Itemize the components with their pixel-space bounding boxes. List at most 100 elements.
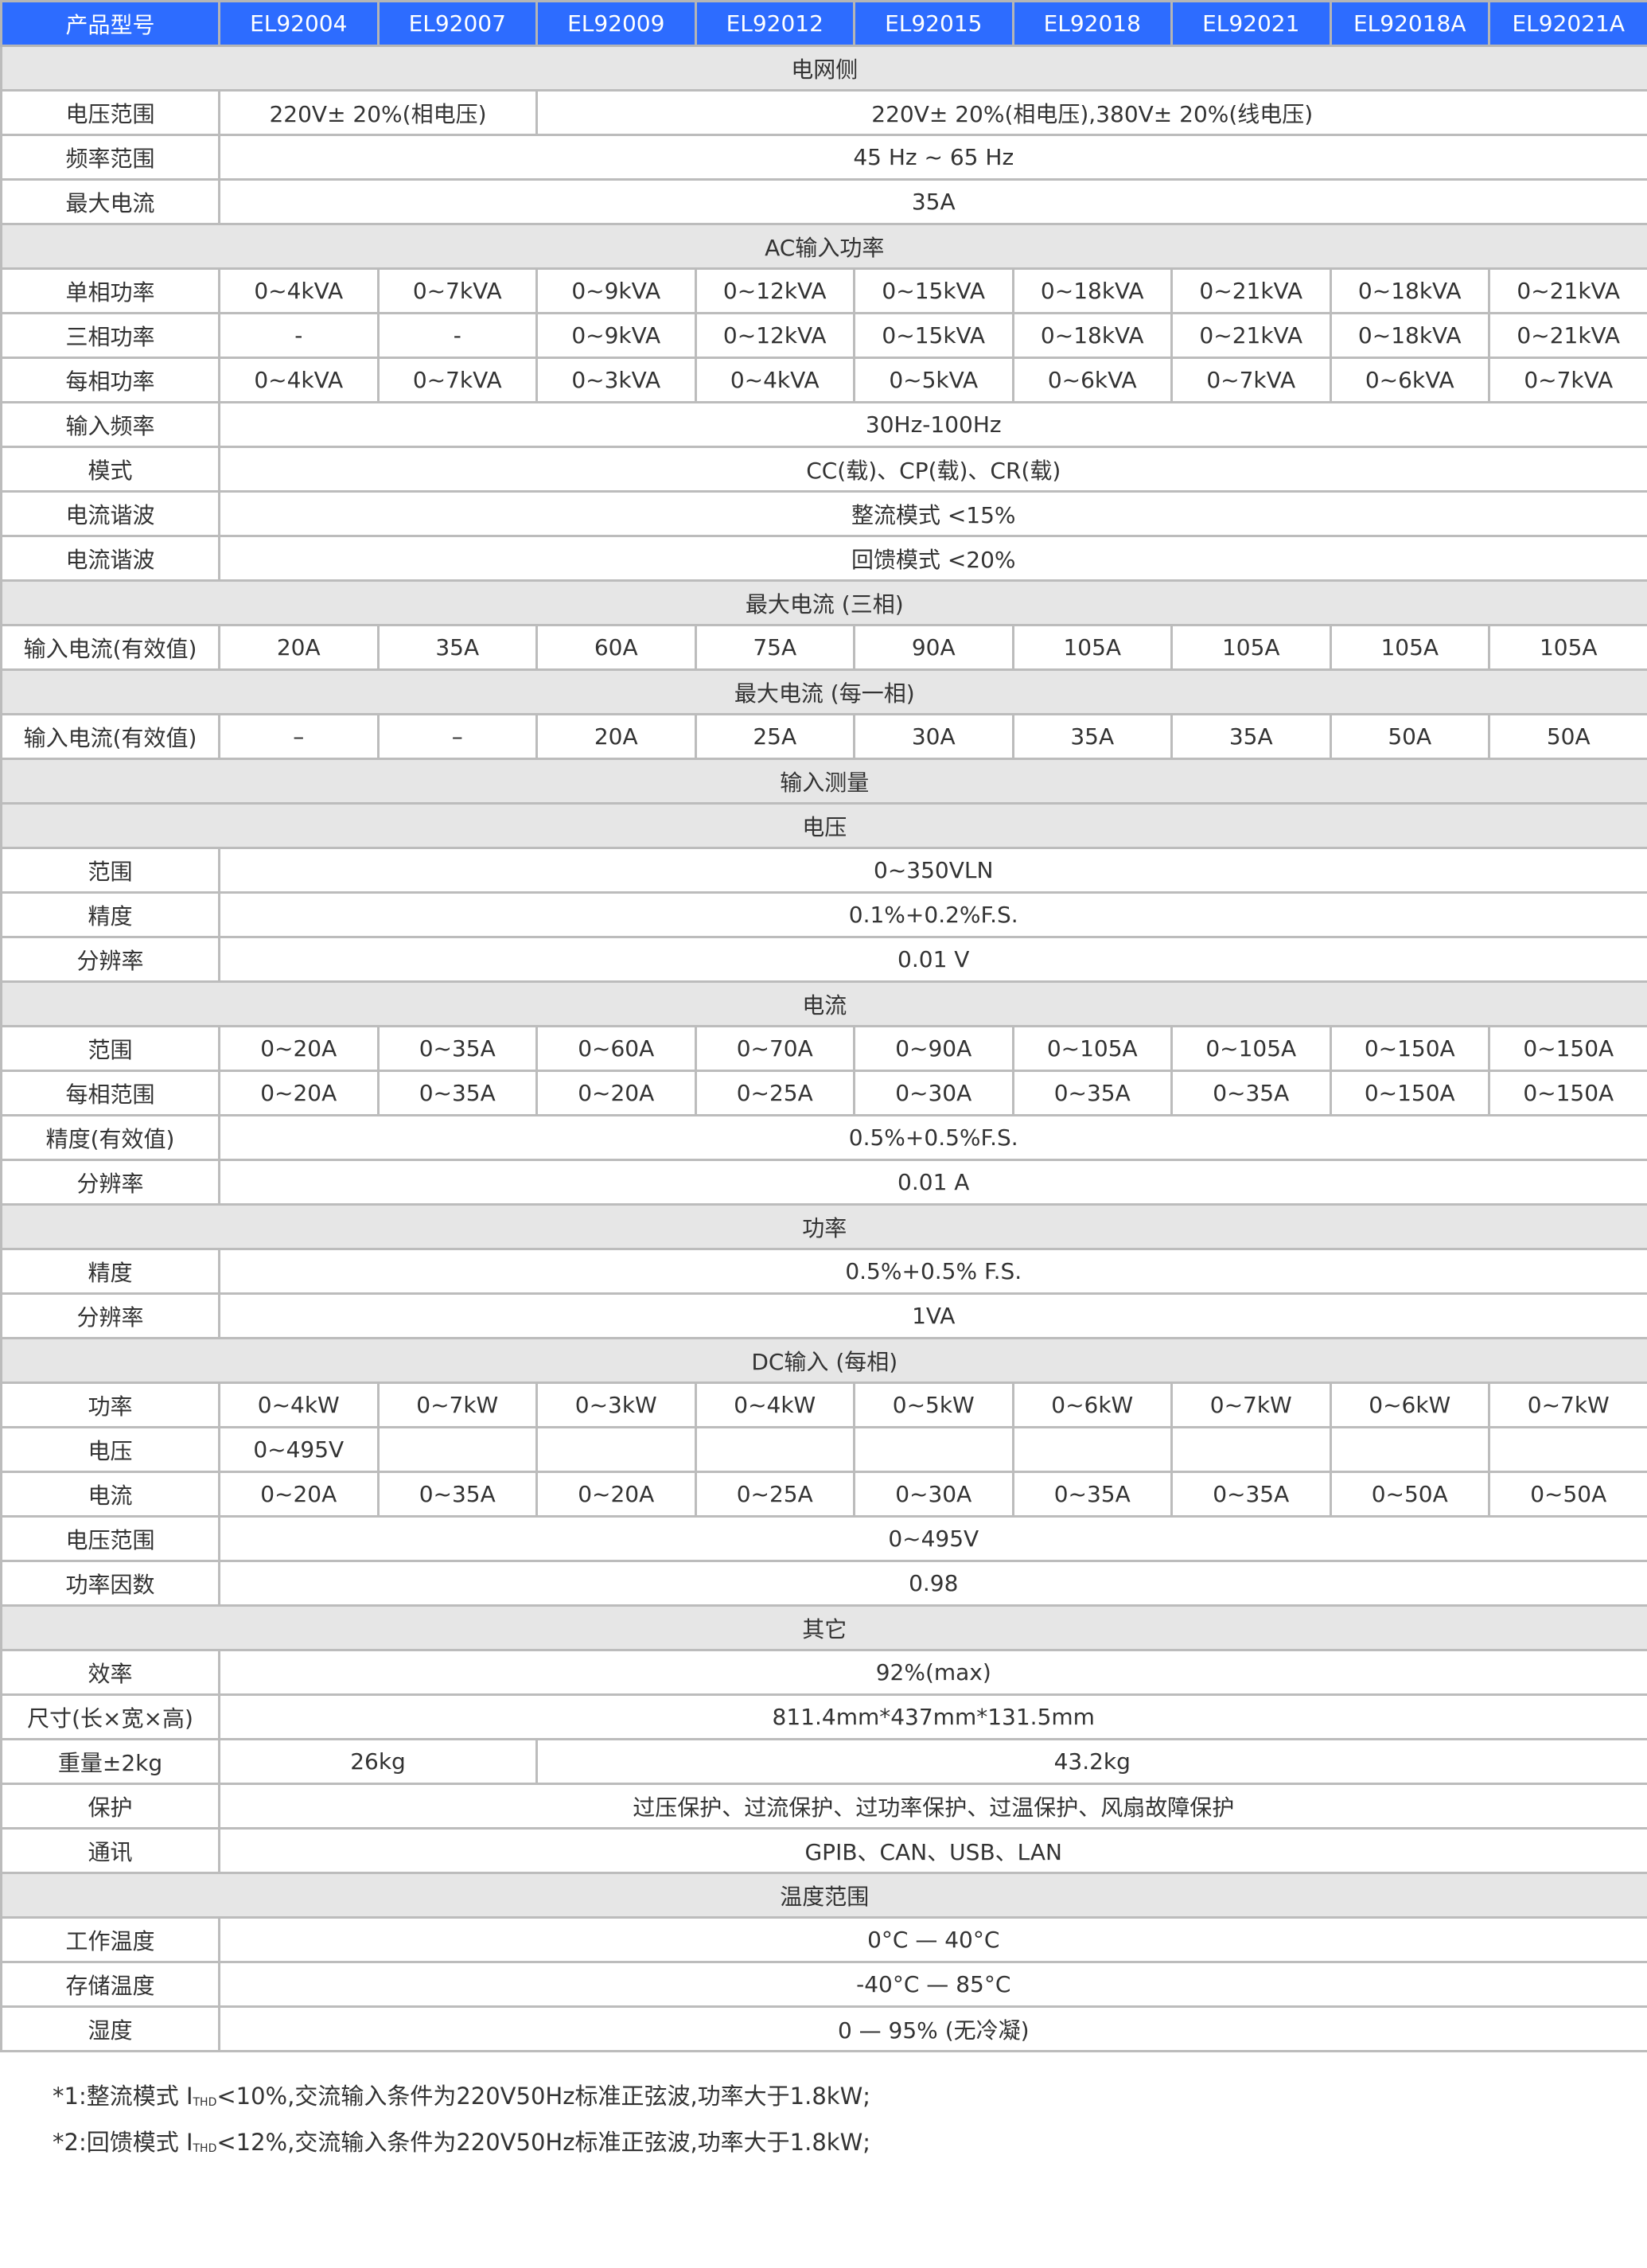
table-row: 每相范围 0~20A 0~35A 0~20A 0~25A 0~30A 0~35A 0~35A 0… — [0, 1070, 1647, 1116]
cell-value: 0~21kVA — [1170, 267, 1332, 314]
row-label: 频率范围 — [0, 134, 220, 181]
cell-value: 0~7kVA — [1170, 357, 1332, 403]
cell-value: 0~4kW — [694, 1381, 855, 1428]
cell-value: 0~7kVA — [376, 357, 538, 403]
table-row: 范围 0~20A 0~35A 0~60A 0~70A 0~90A 0~105A 0~105A 0… — [0, 1025, 1647, 1072]
cell-value: 0~495V — [218, 1515, 1647, 1562]
cell-value: 回馈模式 <20% — [218, 535, 1647, 582]
table-row: 精度 0.5%+0.5% F.S. — [0, 1248, 1647, 1295]
table-row: 分辨率 0.01 A — [0, 1159, 1647, 1206]
cell-value: 0~7kW — [376, 1381, 538, 1428]
table-row: 分辨率 1VA — [0, 1292, 1647, 1339]
cell-value: 0~18kVA — [1011, 267, 1173, 314]
cell-value: 过压保护、过流保护、过功率保护、过温保护、风扇故障保护 — [218, 1783, 1647, 1830]
section-title: AC输入功率 — [0, 223, 1647, 270]
cell-value: 0~6kW — [1011, 1381, 1173, 1428]
table-row: 频率范围 45 Hz ~ 65 Hz — [0, 134, 1647, 181]
section-title: 电网侧 — [0, 45, 1647, 92]
table-row: 精度 0.1%+0.2%F.S. — [0, 891, 1647, 938]
cell-value — [1329, 1426, 1490, 1473]
section-row: 其它 — [0, 1604, 1647, 1651]
cell-value: 0~20A — [535, 1070, 697, 1116]
table-row: 电压范围 220V± 20%(相电压) 220V± 20%(相电压),380V± 2… — [0, 89, 1647, 136]
footnote: *1:整流模式 ITHD<10%,交流输入条件为220V50Hz标准正弦波,功率… — [53, 2073, 1647, 2119]
table-row: 最大电流 35A — [0, 178, 1647, 225]
cell-value: 1VA — [218, 1292, 1647, 1339]
cell-value: 0.01 A — [218, 1159, 1647, 1206]
row-label: 功率因数 — [0, 1560, 220, 1607]
cell-value: 0~350VLN — [218, 847, 1647, 894]
cell-value: 0~5kVA — [853, 357, 1014, 403]
section-row: AC输入功率 — [0, 223, 1647, 270]
cell-value: 45 Hz ~ 65 Hz — [218, 134, 1647, 181]
cell-value: 0°C — 40°C — [218, 1916, 1647, 1963]
cell-value — [1170, 1426, 1332, 1473]
row-label: 输入电流(有效值) — [0, 713, 220, 760]
cell-value — [694, 1426, 855, 1473]
section-row: 最大电流 (每一相) — [0, 668, 1647, 715]
cell-value: 0~35A — [1011, 1471, 1173, 1518]
model-header: EL92021A — [1488, 0, 1647, 47]
cell-value: 0~20A — [535, 1471, 697, 1518]
cell-value: 0~18kVA — [1329, 312, 1490, 359]
cell-value: 0~20A — [218, 1025, 380, 1072]
row-label: 范围 — [0, 847, 220, 894]
cell-value: 整流模式 <15% — [218, 490, 1647, 537]
cell-value: 0~3kVA — [535, 357, 697, 403]
table-row: 湿度 0 — 95% (无冷凝) — [0, 2005, 1647, 2052]
row-label: 输入电流(有效值) — [0, 624, 220, 671]
cell-value: 0~7kW — [1488, 1381, 1647, 1428]
spec-table: 产品型号 EL92004 EL92007 EL92009 EL92012 EL92015 E… — [0, 0, 1647, 2052]
cell-value: 0~30A — [853, 1070, 1014, 1116]
row-label: 每相功率 — [0, 357, 220, 403]
cell-value: 0~150A — [1488, 1025, 1647, 1072]
table-row: 电压范围 0~495V — [0, 1515, 1647, 1562]
cell-value: 0~50A — [1488, 1471, 1647, 1518]
cell-value: 0~35A — [1170, 1471, 1332, 1518]
table-row: 输入电流(有效值) 20A 35A 60A 75A 90A 105A 105A 105A 105A — [0, 624, 1647, 671]
model-header: EL92012 — [694, 0, 855, 47]
row-label: 精度 — [0, 891, 220, 938]
footnote: *2:回馈模式 ITHD<12%,交流输入条件为220V50Hz标准正弦波,功率… — [53, 2119, 1647, 2165]
cell-value: – — [376, 713, 538, 760]
cell-value: 0~20A — [218, 1471, 380, 1518]
cell-value: 60A — [535, 624, 697, 671]
section-row: 电流 — [0, 980, 1647, 1027]
table-row: 单相功率 0~4kVA 0~7kVA 0~9kVA 0~12kVA 0~15kVA 0~18… — [0, 267, 1647, 314]
footnote-post: <10%,交流输入条件为220V50Hz标准正弦波,功率大于1.8kW; — [216, 2083, 871, 2110]
row-label: 电流谐波 — [0, 490, 220, 537]
cell-value: 0~35A — [376, 1070, 538, 1116]
cell-value: 811.4mm*437mm*131.5mm — [218, 1693, 1647, 1740]
row-label: 电流 — [0, 1471, 220, 1518]
section-title: 最大电流 (三相) — [0, 579, 1647, 626]
cell-value: 0~150A — [1329, 1070, 1490, 1116]
row-label: 重量±2kg — [0, 1738, 220, 1785]
cell-value: 0.5%+0.5%F.S. — [218, 1114, 1647, 1161]
table-row: 功率 0~4kW 0~7kW 0~3kW 0~4kW 0~5kW 0~6kW 0~7kW 0~6… — [0, 1381, 1647, 1428]
table-row: 分辨率 0.01 V — [0, 936, 1647, 983]
cell-value: -40°C — 85°C — [218, 1961, 1647, 2008]
section-row: 输入测量 — [0, 758, 1647, 805]
table-row: 电流谐波 回馈模式 <20% — [0, 535, 1647, 582]
section-title: 电流 — [0, 980, 1647, 1027]
section-title: 其它 — [0, 1604, 1647, 1651]
row-label: 精度 — [0, 1248, 220, 1295]
cell-value: 0~25A — [694, 1070, 855, 1116]
cell-value: 220V± 20%(相电压) — [218, 89, 538, 136]
section-title: DC输入 (每相) — [0, 1337, 1647, 1384]
row-label: 三相功率 — [0, 312, 220, 359]
row-label: 工作温度 — [0, 1916, 220, 1963]
row-label: 电压范围 — [0, 1515, 220, 1562]
row-label: 保护 — [0, 1783, 220, 1830]
model-header: EL92021 — [1170, 0, 1332, 47]
cell-value — [376, 1426, 538, 1473]
cell-value: 90A — [853, 624, 1014, 671]
cell-value: 0~50A — [1329, 1471, 1490, 1518]
cell-value: 0~21kVA — [1488, 267, 1647, 314]
cell-value — [1488, 1426, 1647, 1473]
cell-value: 0~150A — [1329, 1025, 1490, 1072]
cell-value: 220V± 20%(相电压),380V± 20%(线电压) — [535, 89, 1647, 136]
cell-value: 0~12kVA — [694, 312, 855, 359]
row-label: 模式 — [0, 446, 220, 493]
table-row: 模式 CC(载)、CP(载)、CR(载) — [0, 446, 1647, 493]
